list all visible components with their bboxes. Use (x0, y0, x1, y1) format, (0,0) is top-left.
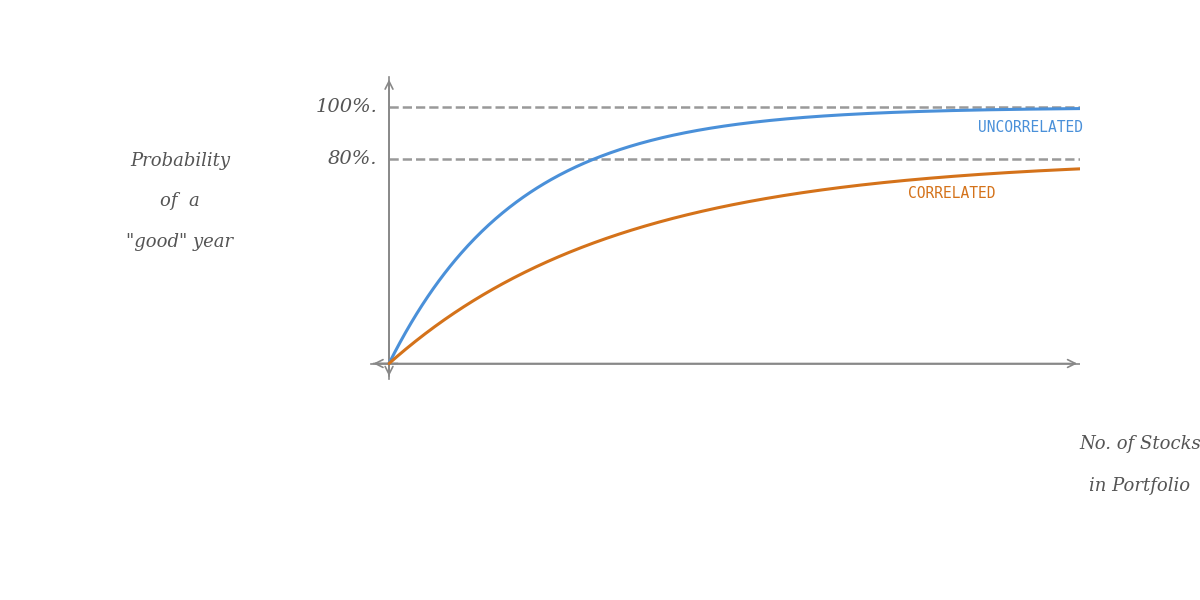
Text: Probability: Probability (130, 152, 230, 170)
Text: "good" year: "good" year (126, 233, 234, 251)
Text: in Portfolio: in Portfolio (1090, 477, 1190, 495)
Text: of  a: of a (160, 192, 200, 210)
Text: 80%.: 80%. (328, 149, 378, 167)
Text: No. of Stocks: No. of Stocks (1079, 435, 1200, 453)
Text: 100%.: 100%. (316, 98, 378, 116)
Text: CORRELATED: CORRELATED (908, 186, 996, 201)
Text: UNCORRELATED: UNCORRELATED (978, 121, 1082, 136)
